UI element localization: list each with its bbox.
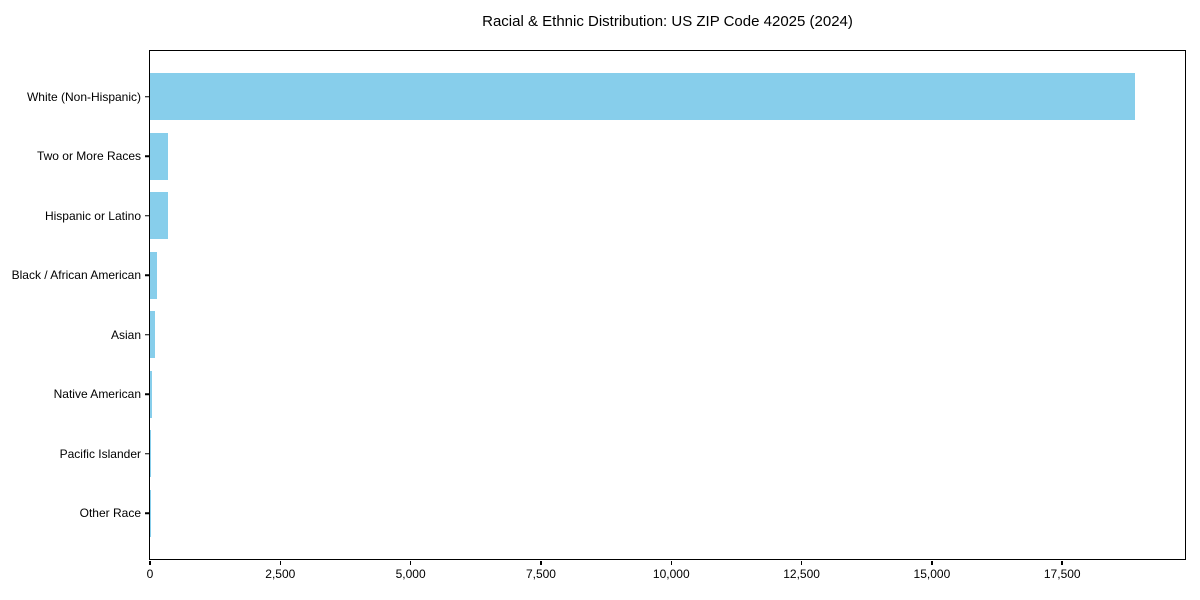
category-label: Black / African American <box>11 268 141 283</box>
y-tick-mark <box>144 512 149 514</box>
x-tick-label: 15,000 <box>913 567 951 581</box>
x-tick-mark <box>409 560 412 565</box>
x-tick-label: 0 <box>146 567 154 581</box>
x-tick-label: 12,500 <box>783 567 820 581</box>
category-label: Two or More Races <box>36 149 141 164</box>
x-tick-mark <box>1061 560 1063 565</box>
bar <box>150 370 153 418</box>
bar-rows-container: White (Non-Hispanic) Two or More Races His… <box>12 51 1185 559</box>
y-tick-mark <box>144 334 149 336</box>
bar-row: White (Non-Hispanic) <box>27 67 1185 127</box>
category-label: Hispanic or Latino <box>44 208 141 223</box>
x-tick-label: 7,500 <box>525 567 556 581</box>
bar <box>150 192 169 240</box>
bar-row: Native American <box>54 365 1185 425</box>
bar-row: Hispanic or Latino <box>45 186 1185 246</box>
bar-row: Other Race <box>80 484 1185 544</box>
plot-area: White (Non-Hispanic) Two or More Races His… <box>12 50 1186 581</box>
category-label: Other Race <box>79 506 141 521</box>
y-tick-mark <box>144 274 149 276</box>
x-tick-mark <box>800 560 803 565</box>
x-tick-mark <box>540 560 542 565</box>
category-label: Native American <box>53 387 141 402</box>
bar <box>150 132 168 180</box>
x-tick-label: 17,500 <box>1043 567 1081 581</box>
bar-row: Black / African American <box>12 246 1185 306</box>
x-tick-mark <box>149 560 151 565</box>
x-tick-mark <box>279 560 282 565</box>
category-label: Asian <box>110 327 141 342</box>
category-label: White (Non-Hispanic) <box>26 89 141 104</box>
x-tick-label: 5,000 <box>395 567 426 581</box>
x-tick-mark <box>670 560 673 565</box>
y-tick-mark <box>144 393 149 395</box>
y-tick-mark <box>144 155 149 157</box>
bar-row: Pacific Islander <box>60 424 1185 484</box>
bar-row: Asian <box>111 305 1185 365</box>
category-label: Pacific Islander <box>59 446 141 461</box>
chart-title: Racial & Ethnic Distribution: US ZIP Cod… <box>482 13 853 30</box>
y-tick-mark <box>144 96 149 98</box>
bar <box>150 311 155 359</box>
bar <box>150 73 1136 121</box>
y-tick-mark <box>144 215 149 217</box>
bar-row: Two or More Races <box>37 127 1185 187</box>
x-tick-mark <box>931 560 933 565</box>
bar <box>150 251 158 299</box>
x-tick-label: 10,000 <box>652 567 690 581</box>
x-tick-label: 2,500 <box>265 567 296 581</box>
y-tick-mark <box>144 453 149 455</box>
